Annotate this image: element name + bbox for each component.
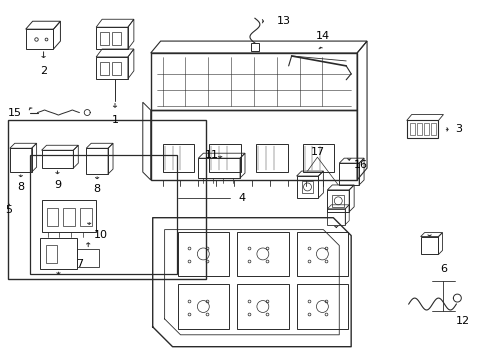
Text: 8: 8	[17, 182, 24, 192]
Bar	[10, 148, 32, 172]
Bar	[302, 144, 334, 172]
Bar	[40, 238, 77, 269]
Bar	[209, 144, 241, 172]
Bar	[112, 32, 121, 45]
Bar	[296, 284, 347, 329]
Bar	[237, 284, 288, 329]
Bar	[177, 284, 229, 329]
Text: 2: 2	[40, 66, 47, 76]
Bar	[198, 158, 240, 178]
Text: 6: 6	[439, 264, 446, 274]
Bar	[96, 27, 128, 49]
Bar	[255, 144, 287, 172]
Bar	[301, 181, 313, 193]
Bar	[8, 121, 206, 279]
Text: 14: 14	[316, 31, 330, 41]
Bar	[429, 123, 435, 135]
Bar	[45, 246, 57, 264]
Text: 4: 4	[238, 193, 245, 203]
Bar	[326, 190, 348, 212]
Bar	[112, 62, 121, 75]
Text: 12: 12	[455, 316, 469, 326]
Text: 8: 8	[93, 184, 101, 194]
Text: 15: 15	[8, 108, 21, 117]
Bar	[250, 43, 258, 51]
Bar	[86, 148, 108, 174]
Bar	[423, 123, 427, 135]
Bar	[150, 53, 356, 110]
Bar	[63, 208, 75, 226]
Bar	[100, 62, 109, 75]
Text: 7: 7	[76, 259, 82, 269]
Text: 5: 5	[5, 205, 12, 215]
Bar	[339, 163, 358, 185]
Bar	[41, 200, 96, 231]
Bar	[332, 195, 344, 207]
Text: 1: 1	[111, 116, 118, 126]
Bar	[326, 209, 345, 225]
Bar	[30, 155, 176, 274]
Bar	[296, 176, 318, 198]
Text: 17: 17	[310, 147, 324, 157]
Bar	[237, 231, 288, 276]
Text: 11: 11	[205, 150, 219, 160]
Bar	[96, 57, 128, 79]
Bar	[46, 208, 59, 226]
Bar	[420, 237, 438, 255]
Bar	[406, 121, 438, 138]
Text: 9: 9	[54, 180, 61, 190]
Bar	[100, 32, 109, 45]
Bar	[150, 110, 356, 180]
Bar	[80, 208, 92, 226]
Text: 3: 3	[454, 125, 461, 134]
Text: 16: 16	[353, 160, 367, 170]
Bar	[416, 123, 421, 135]
Text: 10: 10	[94, 230, 108, 239]
Bar	[409, 123, 414, 135]
Bar	[163, 144, 194, 172]
Bar	[296, 231, 347, 276]
Bar	[77, 249, 99, 267]
Bar	[41, 150, 73, 168]
Text: 13: 13	[276, 16, 290, 26]
Bar	[177, 231, 229, 276]
